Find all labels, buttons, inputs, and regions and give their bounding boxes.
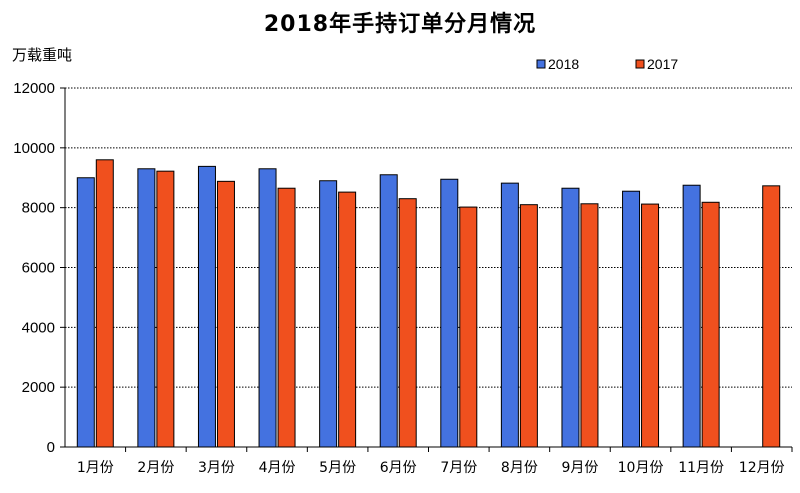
chart-title: 2018年手持订单分月情况 [263, 12, 537, 37]
x-tick-label: 5月份 [319, 460, 356, 476]
bar-2017 [762, 185, 781, 448]
bar-2018 [682, 184, 701, 448]
bar-2018 [561, 187, 580, 448]
legend-swatch-2017 [635, 59, 645, 69]
y-tick-label: 4000 [22, 319, 55, 336]
x-tick-label: 9月份 [561, 460, 598, 476]
x-tick-label: 3月份 [198, 460, 235, 476]
legend-swatch-2018 [536, 59, 546, 69]
bar-2017 [519, 204, 538, 448]
x-tick-label: 8月份 [501, 460, 538, 476]
y-tick-label: 10000 [13, 140, 55, 157]
bar-2017 [580, 203, 599, 448]
bar-2018 [440, 178, 459, 448]
x-tick-label: 7月份 [440, 460, 477, 476]
y-axis-unit-label: 万载重吨 [12, 46, 73, 64]
bar-2018 [76, 177, 95, 448]
bar-2018 [500, 182, 519, 448]
bar-2017 [216, 180, 235, 448]
bar-2017 [459, 206, 478, 448]
x-tick-label: 1月份 [77, 460, 114, 476]
bar-2018 [137, 168, 156, 448]
bar-2017 [95, 159, 114, 448]
bar-2018 [197, 165, 216, 448]
x-tick-label: 10月份 [618, 460, 664, 476]
bar-2017 [701, 201, 720, 448]
y-tick-label: 12000 [13, 80, 55, 97]
bar-2018 [379, 174, 398, 448]
bar-2018 [622, 190, 641, 448]
bar-2017 [277, 187, 296, 448]
bar-2018 [319, 180, 338, 448]
x-tick-label: 2月份 [137, 460, 174, 476]
y-tick-label: 8000 [22, 200, 55, 217]
bar-2017 [641, 203, 660, 448]
legend-label: 2018 [548, 56, 579, 72]
legend-label: 2017 [647, 56, 678, 72]
y-tick-label: 2000 [22, 379, 55, 396]
bar-2017 [398, 198, 417, 448]
x-tick-label: 11月份 [678, 460, 724, 476]
bar-2018 [258, 168, 277, 448]
y-tick-label: 0 [47, 439, 55, 456]
y-tick-label: 6000 [22, 260, 55, 277]
x-tick-label: 12月份 [739, 460, 785, 476]
x-tick-label: 6月份 [380, 460, 417, 476]
bar-2017 [338, 191, 357, 448]
bar-2017 [156, 170, 175, 448]
x-tick-label: 4月份 [259, 460, 296, 476]
